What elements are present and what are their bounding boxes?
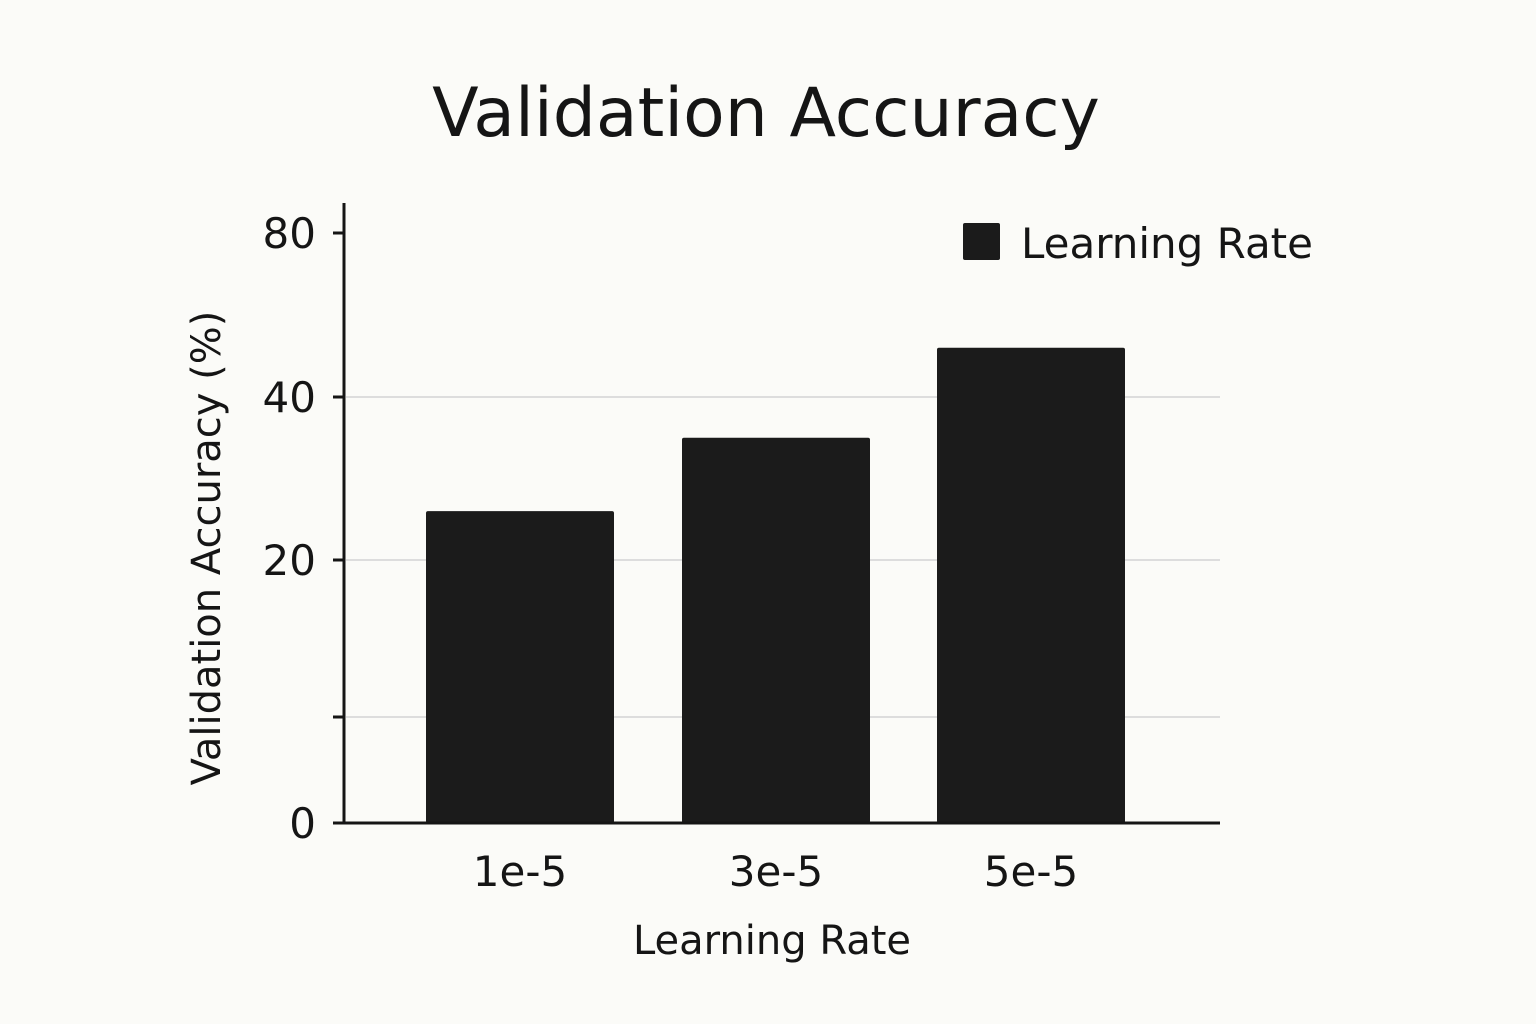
legend-label: Learning Rate — [1021, 219, 1313, 268]
bar — [937, 347, 1125, 823]
x-axis-label: Learning Rate — [633, 918, 911, 964]
x-ticks: 1e-5 3e-5 5e-5 — [473, 847, 1078, 896]
axes — [342, 203, 1220, 825]
x-tick-label: 5e-5 — [984, 847, 1078, 896]
bars — [426, 347, 1125, 823]
bar — [682, 437, 870, 823]
legend: Learning Rate — [963, 219, 1313, 268]
y-tick-label: 40 — [263, 373, 316, 422]
x-tick-label: 1e-5 — [473, 847, 567, 896]
y-ticks: 0 20 40 80 — [263, 209, 344, 848]
legend-swatch — [963, 223, 1000, 260]
y-tick-label: 80 — [263, 209, 316, 258]
bar — [426, 511, 614, 823]
y-axis-label: Validation Accuracy (%) — [184, 311, 230, 786]
y-tick-label: 0 — [289, 799, 316, 848]
y-tick-label: 20 — [263, 536, 316, 585]
x-tick-label: 3e-5 — [729, 847, 823, 896]
chart-title: Validation Accuracy — [432, 74, 1100, 153]
